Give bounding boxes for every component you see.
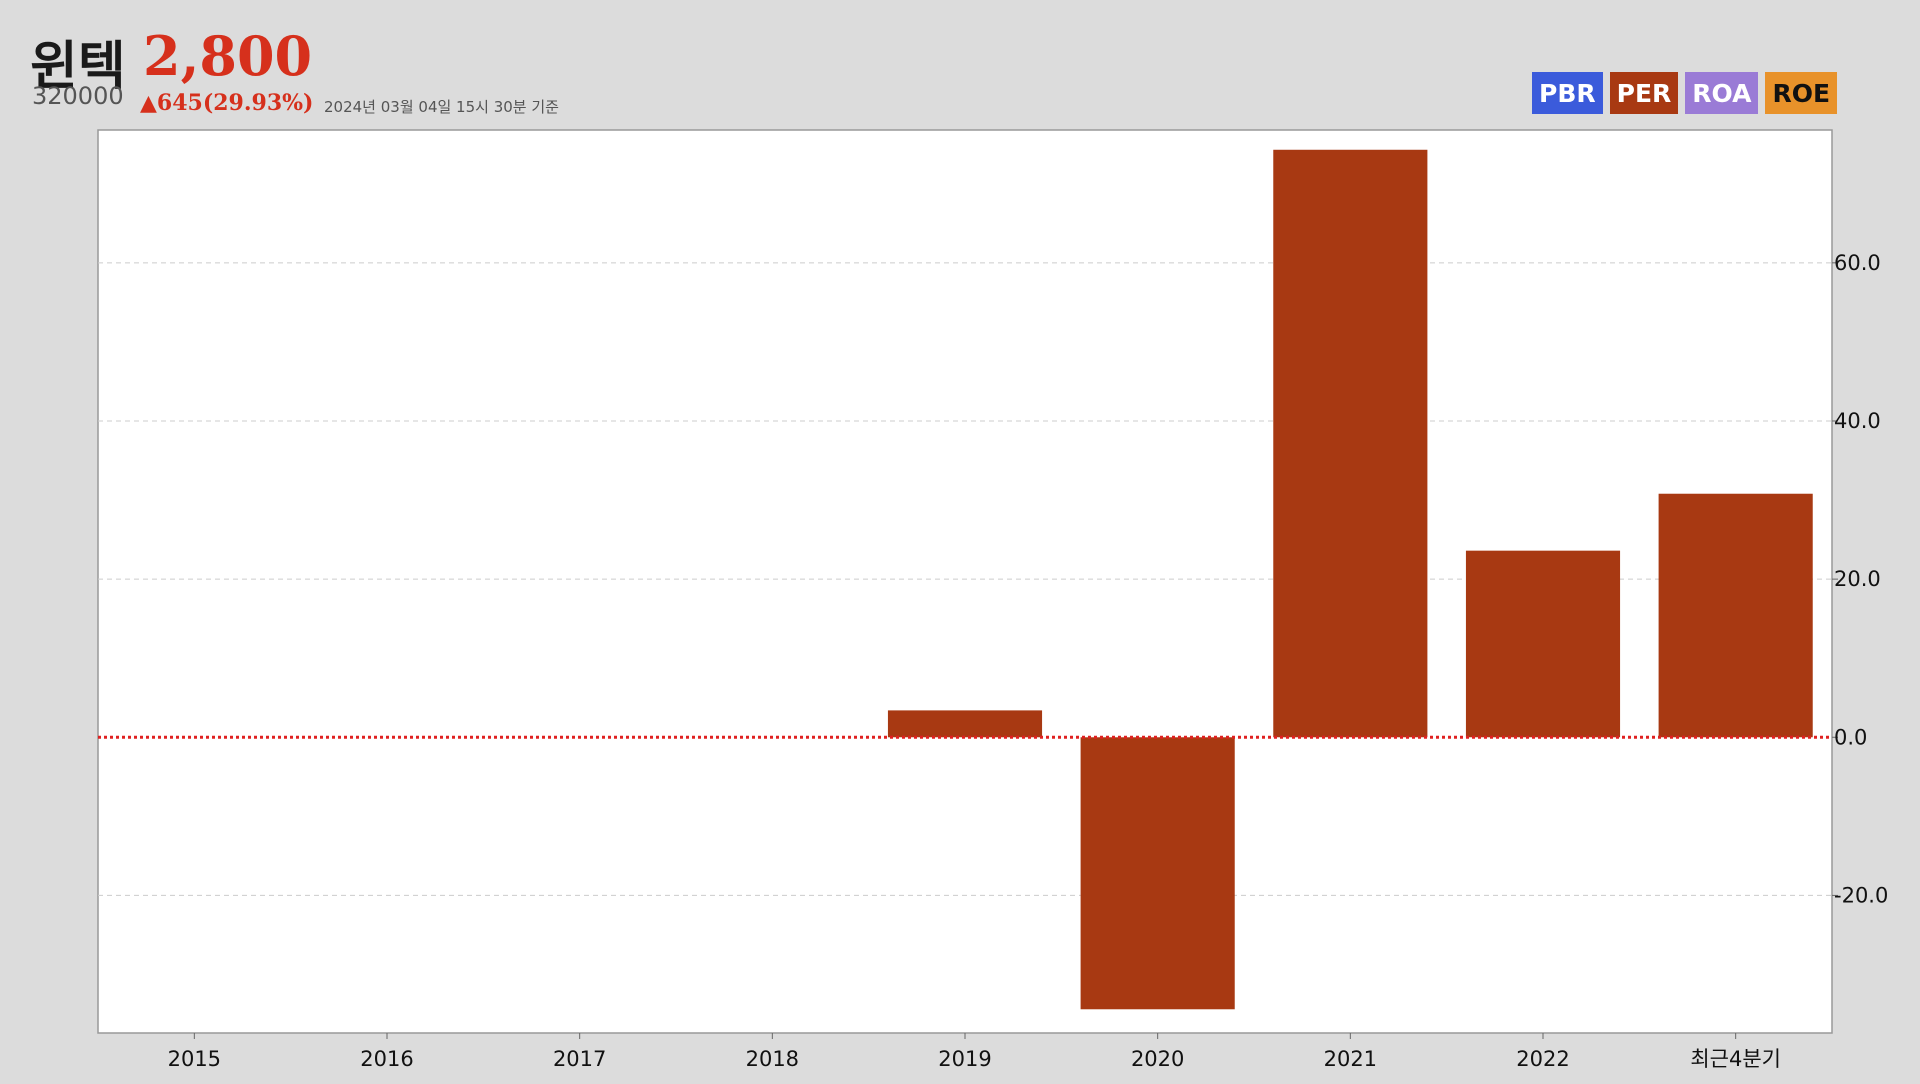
bar-최근4분기[interactable]: [1658, 493, 1813, 738]
x-tick-label: 2015: [168, 1047, 221, 1071]
timestamp: 2024년 03월 04일 15시 30분 기준: [324, 98, 559, 116]
bars: [887, 149, 1813, 1010]
x-tick-label: 최근4분기: [1690, 1047, 1781, 1071]
pbr-button[interactable]: PBR: [1532, 72, 1603, 114]
y-tick-label: 0.0: [1834, 725, 1867, 749]
price-change: ▲645(29.93%): [140, 90, 314, 116]
x-tick-label: 2017: [553, 1047, 606, 1071]
y-tick-label: 20.0: [1834, 567, 1881, 591]
bar-2020[interactable]: [1080, 737, 1235, 1010]
x-tick-label: 2016: [360, 1047, 413, 1071]
metric-selector: PBR PER ROA ROE: [1532, 72, 1838, 114]
y-tick-label: -20.0: [1834, 883, 1888, 907]
stock-code: 320000: [32, 82, 124, 110]
x-tick-label: 2022: [1516, 1047, 1569, 1071]
x-tick-label: 2020: [1131, 1047, 1184, 1071]
x-axis-ticks: 2015 2016 2017 2018 2019 2020 2021 2022 최근4분기: [168, 1033, 1781, 1071]
y-tick-label: 40.0: [1834, 409, 1881, 433]
grid-lines: [98, 262, 1832, 896]
x-tick-label: 2018: [746, 1047, 799, 1071]
x-tick-label: 2019: [938, 1047, 991, 1071]
y-tick-label: 60.0: [1834, 251, 1881, 275]
roe-button[interactable]: ROE: [1765, 72, 1838, 114]
bar-2021[interactable]: [1273, 149, 1428, 738]
x-tick-label: 2021: [1324, 1047, 1377, 1071]
company-name: 윈텍: [30, 37, 126, 97]
bar-2019[interactable]: [887, 710, 1043, 738]
per-button[interactable]: PER: [1609, 72, 1679, 114]
roa-button[interactable]: ROA: [1685, 72, 1759, 114]
current-price: 2,800: [143, 24, 313, 88]
y-axis-ticks: -20.0 0.0 20.0 40.0 60.0: [1832, 251, 1888, 907]
bar-2022[interactable]: [1465, 550, 1621, 738]
